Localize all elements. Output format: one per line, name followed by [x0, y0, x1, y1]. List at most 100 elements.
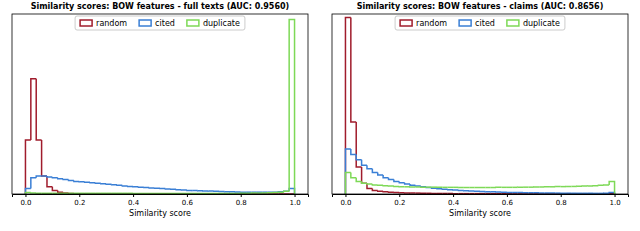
histogram-bin: [426, 186, 431, 188]
legend-swatch: [80, 20, 92, 26]
x-tick-mark: [507, 194, 508, 197]
histogram-bin: [101, 182, 106, 184]
legend: randomcitedduplicate: [75, 16, 245, 30]
histogram-bin: [63, 191, 68, 193]
x-tick-label: 0.0: [20, 199, 31, 207]
histogram-bin: [571, 186, 576, 188]
histogram-bin: [480, 187, 485, 189]
histogram-bin: [372, 189, 377, 191]
legend: randomcitedduplicate: [395, 16, 565, 30]
histogram-bin: [289, 19, 294, 194]
histogram-bin: [122, 185, 127, 187]
histogram-series: [345, 172, 614, 194]
histogram-bin: [351, 172, 356, 177]
x-tick-label: 0.4: [128, 199, 140, 207]
histogram-bin: [106, 183, 111, 185]
histogram-bin: [518, 192, 523, 194]
histogram-bin: [399, 181, 404, 182]
histogram-bin: [372, 183, 377, 185]
histogram-bin: [58, 190, 63, 192]
legend-swatch: [187, 20, 199, 26]
histogram-bin: [345, 18, 350, 194]
histogram-bin: [582, 185, 587, 187]
histogram-bin: [268, 191, 273, 193]
legend-label: random: [96, 19, 127, 28]
histogram-bin: [69, 179, 74, 181]
histogram-bin: [518, 186, 523, 188]
histogram-bin: [367, 182, 372, 184]
histogram-bin: [464, 187, 469, 189]
x-tick-label: 0.2: [74, 199, 85, 207]
histogram-bin: [378, 172, 383, 175]
x-tick-label: 0.2: [394, 199, 405, 207]
histogram-series: [25, 176, 294, 194]
legend-label: duplicate: [523, 19, 560, 28]
histogram-bin: [262, 192, 267, 194]
histogram-bin: [502, 191, 507, 193]
histogram-bin: [415, 186, 420, 188]
histogram-bin: [588, 185, 593, 187]
histogram-bin: [593, 185, 598, 187]
histogram-bin: [230, 191, 235, 193]
histogram-bin: [133, 186, 138, 188]
x-axis-label: Similarity score: [129, 209, 191, 218]
plot-marks: [25, 19, 294, 194]
histogram-bin: [356, 122, 361, 167]
histogram-bin: [491, 191, 496, 193]
x-tick-mark: [453, 194, 454, 197]
histogram-bin: [415, 184, 420, 186]
histogram-bin: [362, 181, 367, 183]
legend-swatch: [459, 20, 471, 26]
histogram-bin: [284, 191, 289, 193]
histogram-bin: [507, 191, 512, 193]
x-tick-mark: [133, 194, 134, 197]
histogram-bin: [160, 187, 165, 189]
x-tick-label: 0.8: [236, 199, 247, 207]
histogram-bin: [528, 186, 533, 188]
histogram-bin: [155, 187, 160, 189]
histogram-bin: [512, 187, 517, 189]
legend-item: cited: [459, 19, 495, 28]
histogram-bin: [362, 160, 367, 165]
histogram-bin: [410, 186, 415, 188]
histogram-bin: [528, 192, 533, 194]
histogram-bin: [214, 190, 219, 192]
histogram-bin: [448, 189, 453, 191]
histogram-bin: [367, 165, 372, 169]
x-tick: 0.4: [128, 194, 140, 207]
histogram-bin: [351, 149, 356, 154]
legend-box: [75, 16, 245, 30]
histogram-bin: [405, 192, 410, 194]
histogram-bin: [442, 187, 447, 189]
histogram-bin: [225, 191, 230, 193]
x-tick: 1.0: [289, 194, 300, 207]
histogram-bin: [284, 191, 289, 193]
x-tick-label: 0.8: [556, 199, 567, 207]
histogram-bin: [378, 184, 383, 186]
x-tick: 0.0: [340, 194, 351, 207]
histogram-bin: [262, 191, 267, 193]
histogram-bin: [176, 189, 181, 191]
title: Similarity scores: BOW features - claims…: [357, 2, 604, 11]
x-tick-mark: [79, 194, 80, 197]
histogram-bin: [273, 191, 278, 193]
histogram-bin: [25, 189, 30, 194]
legend-item: duplicate: [507, 19, 560, 28]
histogram-bin: [394, 191, 399, 193]
histogram-bin: [437, 187, 442, 189]
legend-swatch: [139, 20, 151, 26]
plot-frame: [332, 14, 628, 194]
histogram-bin: [367, 183, 372, 188]
histogram-bin: [496, 191, 501, 193]
histogram-bin: [289, 189, 294, 194]
x-tick: 0.4: [448, 194, 460, 207]
x-tick-mark: [561, 194, 562, 197]
histogram-bin: [512, 192, 517, 194]
x-tick: 1.0: [609, 194, 620, 207]
histogram-bin: [117, 184, 122, 186]
histogram-bin: [458, 189, 463, 191]
histogram-bin: [485, 187, 490, 189]
x-tick: 0.8: [236, 194, 247, 207]
panel: Similarity scores: BOW features - full t…: [12, 2, 309, 218]
histogram-bin: [36, 79, 41, 140]
